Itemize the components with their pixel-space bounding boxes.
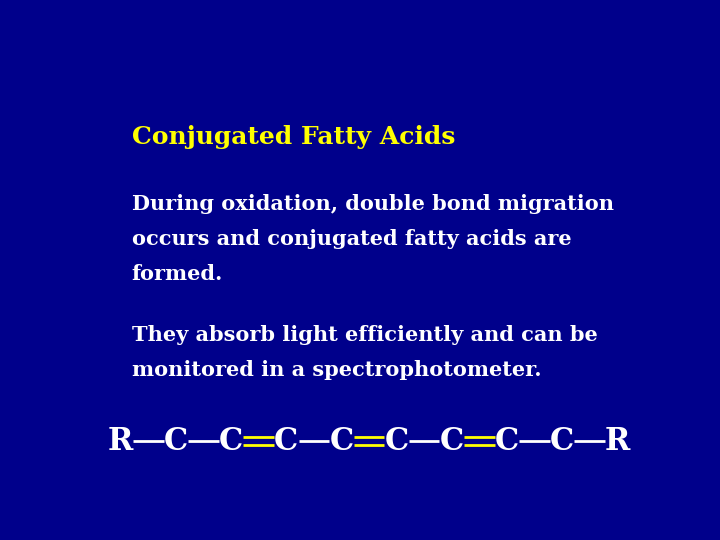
Text: C: C [329,426,354,457]
Text: C: C [384,426,409,457]
Text: R: R [605,426,630,457]
Text: C: C [219,426,243,457]
Text: occurs and conjugated fatty acids are: occurs and conjugated fatty acids are [132,229,572,249]
Text: formed.: formed. [132,265,223,285]
Text: C: C [495,426,519,457]
Text: C: C [440,426,464,457]
Text: C: C [274,426,298,457]
Text: C: C [163,426,188,457]
Text: C: C [550,426,575,457]
Text: During oxidation, double bond migration: During oxidation, double bond migration [132,194,614,214]
Text: monitored in a spectrophotometer.: monitored in a spectrophotometer. [132,360,541,380]
Text: R: R [108,426,133,457]
Text: Conjugated Fatty Acids: Conjugated Fatty Acids [132,125,455,149]
Text: They absorb light efficiently and can be: They absorb light efficiently and can be [132,325,598,345]
